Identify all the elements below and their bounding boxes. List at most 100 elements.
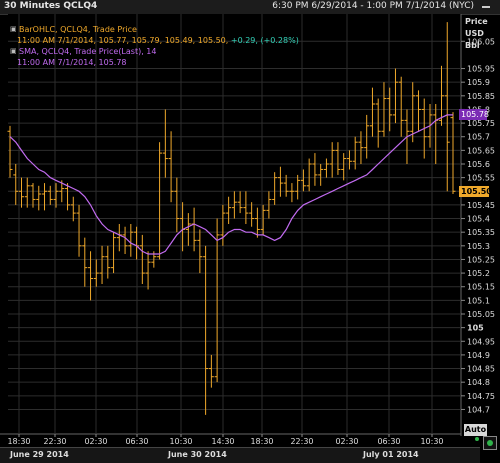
ohlc-bar — [243, 191, 249, 224]
ohlc-bar — [323, 158, 329, 178]
ohlc-bar — [76, 204, 82, 257]
ohlc-bar — [318, 164, 324, 186]
y-tick-label: 104.8 — [467, 378, 490, 387]
ohlc-bar — [346, 150, 352, 170]
y-tick-label: 105 — [467, 324, 484, 333]
title-bar: 30 Minutes QCLQ4 6:30 PM 6/29/2014 - 1:0… — [0, 0, 500, 15]
y-tick-label: 105.4 — [467, 215, 490, 224]
y-tick-label: 104.7 — [467, 405, 490, 414]
ohlc-bar — [122, 226, 128, 254]
ohlc-bar — [295, 174, 301, 200]
x-tick-label: 06:30 — [377, 437, 400, 446]
ohlc-bar — [277, 166, 283, 197]
ohlc-bar — [70, 196, 76, 222]
date-band: June 29 2014 June 30 2014 July 01 2014 — [0, 447, 480, 463]
ohlc-bar — [105, 245, 111, 279]
ohlc-bar — [341, 153, 347, 181]
ohlc-bar — [47, 185, 53, 205]
ohlc-bar — [203, 245, 209, 415]
collapse-icon[interactable]: ▣ — [10, 25, 17, 33]
x-tick-label: 02:30 — [335, 437, 358, 446]
price-chart[interactable]: 104.7 104.75 104.8 104.85 104.9 104.95 105 105.… — [0, 14, 500, 462]
x-tick-label: 02:30 — [84, 437, 107, 446]
legend: ▣ BarOHLC, QCLQ4, Trade Price 11:00 AM 7… — [10, 24, 299, 68]
axis-title-currency: USD — [465, 29, 484, 38]
ohlc-bar — [272, 172, 278, 205]
sma-line — [9, 114, 453, 255]
ohlc-bar — [387, 87, 393, 132]
y-tick-label: 105.9 — [467, 78, 490, 87]
ohlc-bar — [30, 183, 36, 208]
time-range: 6:30 PM 6/29/2014 - 1:00 PM 7/1/2014 (NY… — [272, 1, 474, 11]
ohlc-bar — [111, 232, 117, 274]
ohlc-bar — [364, 114, 370, 159]
y-tick-label: 105.15 — [467, 283, 495, 292]
ohlc-bar — [53, 183, 59, 208]
ohlc-bar — [249, 202, 255, 227]
legend-sma-row[interactable]: ▣ SMA, QCLQ4, Trade Price(Last), 14 — [10, 46, 299, 57]
legend-bar-row[interactable]: ▣ BarOHLC, QCLQ4, Trade Price — [10, 24, 299, 35]
ohlc-bar — [283, 174, 289, 197]
y-tick-label: 104.85 — [467, 365, 495, 374]
ohlc-bar — [312, 153, 318, 186]
ohlc-bar — [7, 125, 13, 178]
x-tick-label: 06:30 — [125, 437, 148, 446]
ohlc-bar — [375, 98, 381, 148]
live-icon — [487, 440, 493, 446]
ohlc-bar — [93, 259, 99, 287]
date-label: July 01 2014 — [363, 450, 419, 459]
ohlc-bar — [226, 196, 232, 224]
ohlc-bar — [398, 76, 404, 137]
x-tick-label: 14:30 — [211, 437, 234, 446]
y-tick-label: 104.75 — [467, 392, 495, 401]
chart-title: 30 Minutes QCLQ4 — [4, 1, 98, 11]
ohlc-bar — [214, 218, 220, 383]
y-tick-label: 105.75 — [467, 119, 495, 128]
ohlc-bar — [99, 245, 105, 284]
y-tick-label: 105.7 — [467, 133, 490, 142]
status-dot-icon — [475, 437, 479, 441]
x-tick-label: 10:30 — [420, 437, 443, 446]
ohlc-bar — [335, 142, 341, 175]
minimize-icon[interactable] — [482, 6, 490, 8]
x-tick-label: 18:30 — [250, 437, 273, 446]
ohlc-bar — [220, 204, 226, 246]
ohlc-bar — [237, 191, 243, 214]
y-tick-label: 105.45 — [467, 201, 495, 210]
ohlc-bar — [128, 224, 134, 257]
y-tick-label: 105.05 — [467, 310, 495, 319]
ohlc-bar — [19, 177, 25, 208]
ohlc-bar — [438, 65, 444, 126]
collapse-icon[interactable]: ▣ — [10, 47, 17, 55]
x-tick-label: 22:30 — [290, 437, 313, 446]
ohlc-bar — [306, 158, 312, 192]
ohlc-bar — [208, 354, 214, 388]
axis-title-price: Price — [465, 17, 488, 26]
ohlc-bar — [260, 204, 266, 235]
y-tick-label: 105.2 — [467, 269, 490, 278]
ohlc-bar — [59, 180, 65, 203]
x-tick-labels: 18:30 22:30 02:30 06:30 10:30 14:30 18:30 22:30… — [7, 434, 444, 446]
ohlc-bar — [266, 191, 272, 219]
x-tick-label: 22:30 — [43, 437, 66, 446]
ohlc-bar — [358, 131, 364, 164]
ohlc-bar — [65, 183, 71, 211]
legend-bar-change: +0.29, (+0.28%) — [230, 36, 299, 45]
ohlc-bar — [13, 164, 19, 205]
ohlc-bar — [157, 142, 163, 260]
ohlc-bar — [174, 177, 180, 233]
y-tick-label: 105.65 — [467, 146, 495, 155]
ohlc-bar — [254, 207, 260, 238]
scroll-to-end-button[interactable] — [483, 436, 497, 450]
date-label: June 29 2014 — [10, 450, 69, 459]
legend-sma-values-row: 11:00 AM 7/1/2014, 105.78 — [10, 57, 299, 68]
ohlc-bar — [145, 251, 151, 290]
auto-scale-button[interactable]: Auto — [464, 424, 487, 436]
ohlc-bar — [300, 169, 306, 192]
y-tick-label: 105.25 — [467, 255, 495, 264]
ohlc-bar — [42, 183, 48, 211]
y-tick-label: 105.85 — [467, 92, 495, 101]
legend-bar-values-row: 11:00 AM 7/1/2014, 105.77, 105.79, 105.4… — [10, 35, 299, 46]
price-last-badge: 105.50 — [459, 185, 492, 197]
ohlc-bar — [392, 68, 398, 124]
